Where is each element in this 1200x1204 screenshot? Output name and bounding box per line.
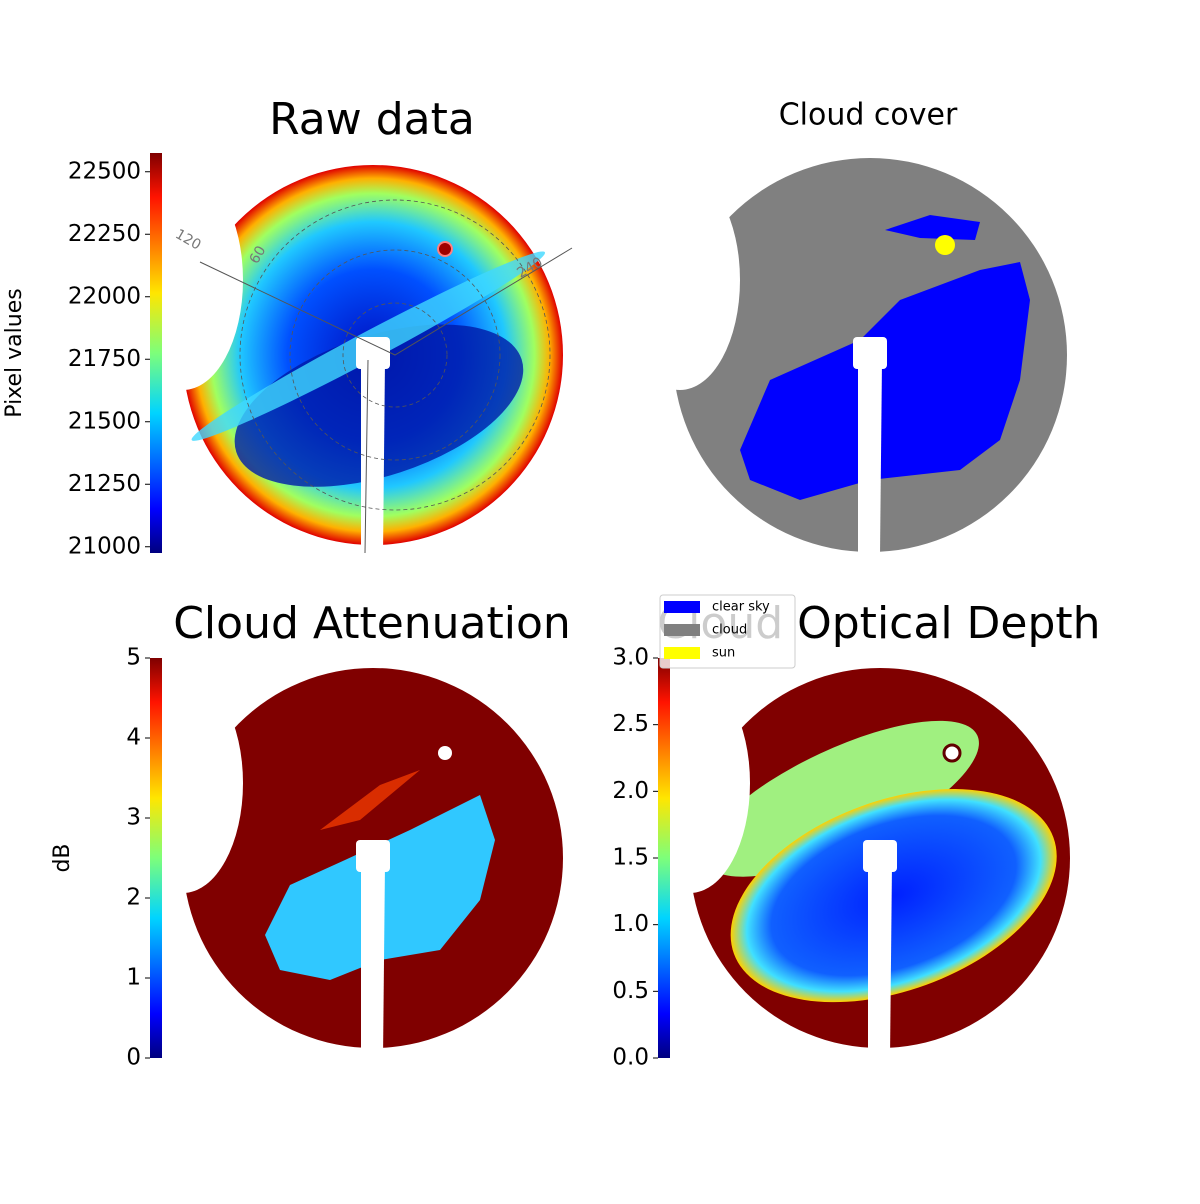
panel bbox=[123, 165, 573, 555]
legend-label: clear sky bbox=[712, 600, 770, 615]
clear-region bbox=[885, 215, 980, 240]
tick-label: 2.0 bbox=[612, 778, 649, 804]
tick-label: 1 bbox=[126, 965, 141, 991]
tick-label: 21500 bbox=[68, 408, 141, 434]
pole bbox=[361, 863, 385, 1058]
legend-label: sun bbox=[712, 646, 735, 661]
sun bbox=[437, 241, 453, 257]
legend-swatch bbox=[664, 601, 700, 613]
colorbar bbox=[150, 658, 162, 1058]
polar-ring bbox=[342, 302, 448, 408]
tick-label: 5 bbox=[126, 645, 141, 671]
sun bbox=[438, 746, 452, 760]
tick-label: 0.0 bbox=[612, 1045, 649, 1071]
sun bbox=[935, 235, 955, 255]
pole-head bbox=[356, 840, 390, 872]
pole-head bbox=[853, 337, 887, 369]
mask-notch bbox=[123, 170, 243, 390]
polar-line bbox=[199, 247, 573, 356]
tick-label: 2 bbox=[126, 885, 141, 911]
mask-notch bbox=[620, 170, 740, 390]
legend-label: cloud bbox=[712, 623, 747, 638]
tick-label: 4 bbox=[126, 725, 141, 751]
tick-label: 3.0 bbox=[612, 645, 649, 671]
pole bbox=[361, 360, 385, 555]
tick-label: 21750 bbox=[68, 346, 141, 372]
polar-ring bbox=[289, 249, 501, 461]
tick-label: 2.5 bbox=[612, 711, 649, 737]
tick-label: 21250 bbox=[68, 471, 141, 497]
colorbar-label: Pixel values bbox=[2, 288, 27, 417]
mask-notch bbox=[123, 673, 243, 893]
colorbar bbox=[658, 658, 670, 1058]
clear-region bbox=[730, 789, 1057, 1003]
tick-label: 0.5 bbox=[612, 978, 649, 1004]
panels: Raw data21000212502150021750220002225022… bbox=[2, 94, 1101, 1071]
legend-swatch bbox=[664, 624, 700, 636]
pole-head bbox=[356, 337, 390, 369]
tick-label: 22250 bbox=[68, 221, 141, 247]
sun bbox=[942, 743, 962, 763]
band bbox=[703, 720, 979, 877]
colorbar bbox=[150, 153, 162, 553]
panel-title: Raw data bbox=[269, 94, 475, 145]
tick-label: 22500 bbox=[68, 158, 141, 184]
clear-region bbox=[740, 262, 1030, 500]
tick-label: 22000 bbox=[68, 283, 141, 309]
haze bbox=[320, 770, 420, 830]
panel bbox=[123, 668, 563, 1058]
panel bbox=[630, 668, 1070, 1058]
legend-swatch bbox=[664, 647, 700, 659]
colorbar-label: dB bbox=[50, 843, 75, 872]
polar-ring bbox=[239, 199, 551, 511]
pole-head bbox=[863, 840, 897, 872]
tick-label: 1.5 bbox=[612, 845, 649, 871]
panel-title: Cloud Attenuation bbox=[173, 598, 571, 649]
pole bbox=[858, 360, 882, 555]
panel-title: Cloud cover bbox=[779, 98, 958, 133]
polar-label: 60 bbox=[247, 243, 270, 266]
tick-label: 21000 bbox=[68, 533, 141, 559]
panel bbox=[620, 158, 1067, 555]
pole bbox=[868, 863, 892, 1058]
tick-label: 3 bbox=[126, 805, 141, 831]
polar-line bbox=[364, 359, 369, 554]
tick-label: 0 bbox=[126, 1045, 141, 1071]
tick-label: 1.0 bbox=[612, 911, 649, 937]
